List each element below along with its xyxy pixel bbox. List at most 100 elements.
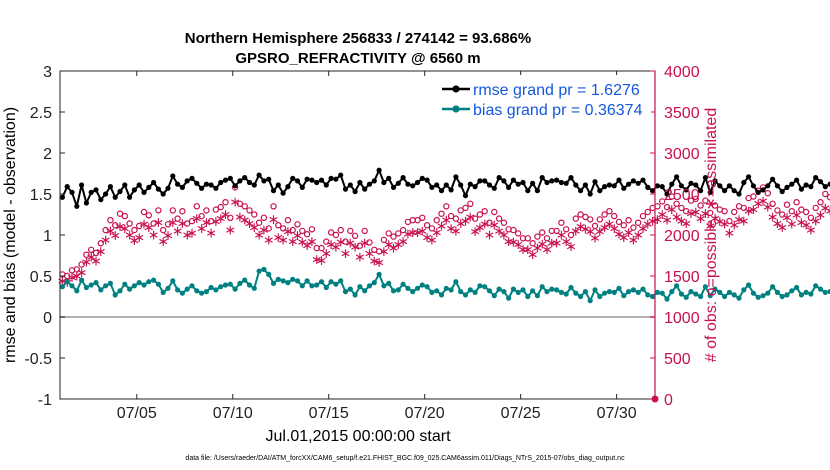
bias-point: [405, 285, 411, 291]
obs-assimilated-point: ∗: [517, 242, 529, 258]
obs-assimilated-point: ∗: [752, 196, 764, 212]
obs-possible-point: [822, 190, 829, 198]
rmse-point: [146, 184, 152, 190]
right-tick-label: 0: [664, 392, 673, 409]
rmse-point: [779, 188, 785, 195]
rmse-point: [765, 183, 771, 189]
bias-point: [160, 289, 166, 295]
bias-point: [242, 277, 248, 283]
obs-possible-point: [740, 204, 748, 212]
rmse-point: [453, 174, 459, 180]
obs-possible-point: [563, 226, 570, 233]
obs-assimilated-point: ∗: [781, 210, 793, 226]
obs-assimilated-point: ∗: [714, 214, 726, 230]
bias-point: [141, 282, 147, 288]
obs-possible-point: [303, 230, 311, 238]
obs-assimilated-point: ∗: [479, 217, 491, 233]
bias-point: [602, 290, 608, 296]
bias-point: [640, 286, 646, 292]
rmse-point: [170, 173, 176, 179]
obs-assimilated-point: ∗: [229, 195, 241, 211]
obs-assimilated-point: ∗: [383, 237, 395, 253]
rmse-point: [688, 180, 694, 186]
obs-possible-point: [337, 226, 344, 234]
obs-possible-point: [419, 214, 426, 221]
bias-point: [563, 291, 569, 297]
obs-possible-point: [524, 235, 532, 242]
obs-possible-point: [659, 198, 666, 205]
obs-assimilated-point: ∗: [258, 222, 270, 238]
y-tick-label: 2.5: [30, 105, 52, 122]
obs-possible-point: [750, 193, 757, 200]
bias-point: [707, 293, 713, 299]
obs-assimilated-point: ∗: [455, 216, 467, 232]
bias-point: [434, 288, 440, 294]
rmse-point: [602, 184, 608, 190]
obs-possible-point: [620, 221, 628, 229]
bias-point: [472, 289, 478, 295]
rmse-point: [342, 186, 349, 192]
obs-assimilated-point: ∗: [632, 227, 644, 243]
bias-point: [467, 287, 473, 293]
rmse-point: [472, 184, 478, 190]
rmse-point: [376, 167, 382, 173]
obs-assimilated-point: ∗: [397, 234, 409, 250]
obs-possible-point: [289, 226, 296, 234]
obs-possible-point: [179, 207, 186, 215]
right-tick-label: 2000: [664, 228, 700, 245]
bias-point: [400, 281, 406, 287]
obs-possible-point: [246, 207, 253, 214]
rmse-point: [357, 179, 363, 186]
obs-assimilated-point: ∗: [148, 227, 160, 243]
rmse-point: [482, 178, 488, 184]
obs-assimilated-point: ∗: [805, 222, 817, 238]
obs-possible-point: [553, 227, 560, 235]
obs-assimilated-point: ∗: [296, 235, 308, 251]
bias-point: [712, 286, 718, 292]
rmse-point: [592, 179, 598, 185]
bias-point: [208, 284, 214, 291]
obs-assimilated-point: ∗: [354, 250, 366, 266]
obs-assimilated-point: ∗: [690, 204, 702, 220]
bias-point: [578, 293, 584, 300]
x-axis-label: Jul.01,2015 00:00:00 start: [265, 428, 451, 445]
rmse-point: [587, 191, 593, 197]
rmse-point: [678, 183, 685, 189]
obs-assimilated-point: ∗: [719, 217, 731, 233]
rmse-point: [549, 178, 555, 184]
obs-assimilated-point: ∗: [76, 265, 88, 281]
rmse-point: [654, 183, 661, 189]
obs-possible-point: [375, 248, 383, 255]
obs-assimilated-point: ∗: [248, 220, 260, 236]
obs-assimilated-point: ∗: [527, 247, 539, 263]
rmse-point: [429, 184, 435, 190]
rmse-point: [160, 191, 166, 197]
bias-point: [285, 280, 291, 286]
obs-possible-point: [227, 214, 234, 221]
bias-point: [74, 288, 80, 294]
obs-possible-point: [78, 261, 85, 268]
obs-possible-point: [327, 229, 335, 236]
rmse-point: [242, 175, 248, 181]
obs-possible-point: [692, 195, 700, 203]
rmse-point: [194, 180, 200, 186]
obs-assimilated-point: ∗: [680, 216, 692, 232]
obs-assimilated-point: ∗: [575, 219, 587, 235]
obs-possible-point: [73, 266, 81, 273]
obs-possible-point: [793, 198, 800, 206]
obs-possible-point: [726, 217, 733, 225]
obs-possible-point: [596, 216, 604, 223]
obs-assimilated-point: ∗: [196, 221, 208, 237]
bias-point: [568, 284, 574, 291]
obs-possible-point: [366, 239, 373, 246]
obs-assimilated-point: ∗: [762, 200, 774, 216]
rmse-point: [525, 188, 531, 194]
rmse-point: [443, 182, 449, 188]
obs-assimilated-point: ∗: [157, 234, 169, 250]
bias-point: [338, 278, 344, 284]
rmse-point: [93, 187, 99, 193]
rmse-point: [175, 181, 181, 187]
bias-point: [227, 281, 233, 287]
obs-possible-point: [673, 200, 680, 207]
obs-possible-point: [198, 212, 205, 220]
